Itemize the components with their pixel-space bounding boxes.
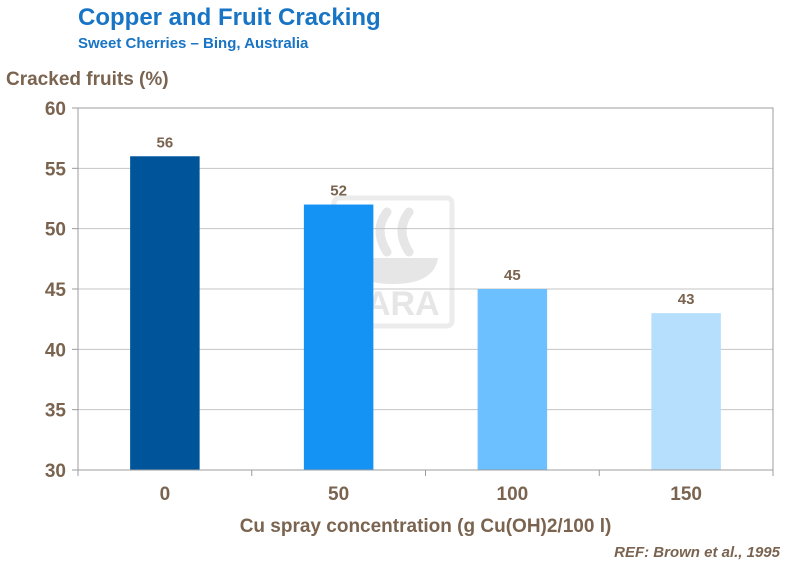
chart-subtitle: Sweet Cherries – Bing, Australia xyxy=(78,35,309,52)
y-tick-label: 35 xyxy=(45,401,67,422)
bar xyxy=(651,313,721,470)
data-labels: 56 52 45 43 xyxy=(157,134,695,308)
y-tick-label: 55 xyxy=(45,159,67,180)
bar xyxy=(303,204,374,471)
bars xyxy=(130,156,721,471)
y-tick-label: 45 xyxy=(45,280,67,301)
tick-labels: 30 35 40 45 50 55 60 0 50 100 150 xyxy=(45,99,774,505)
chart-title: Copper and Fruit Cracking xyxy=(78,4,381,31)
x-tick-label: 0 xyxy=(160,484,171,505)
reference-note: REF: Brown et al., 1995 xyxy=(614,544,780,561)
data-label: 45 xyxy=(504,267,521,284)
y-tick-label: 30 xyxy=(45,461,66,482)
data-label: 52 xyxy=(330,183,347,200)
y-axis-label: Cracked fruits (%) xyxy=(6,69,169,90)
y-tick-label: 60 xyxy=(45,99,66,120)
x-tick-label: 50 xyxy=(328,484,349,505)
y-tick-label: 40 xyxy=(45,340,66,361)
bar xyxy=(130,156,200,470)
x-tick-label: 100 xyxy=(497,484,529,505)
bar xyxy=(477,289,548,470)
x-tick-label: 150 xyxy=(670,484,702,505)
x-axis-label: Cu spray concentration (g Cu(OH)2/100 l) xyxy=(239,516,612,537)
data-label: 43 xyxy=(678,291,695,308)
data-label: 56 xyxy=(157,134,174,151)
y-tick-label: 50 xyxy=(45,220,66,241)
